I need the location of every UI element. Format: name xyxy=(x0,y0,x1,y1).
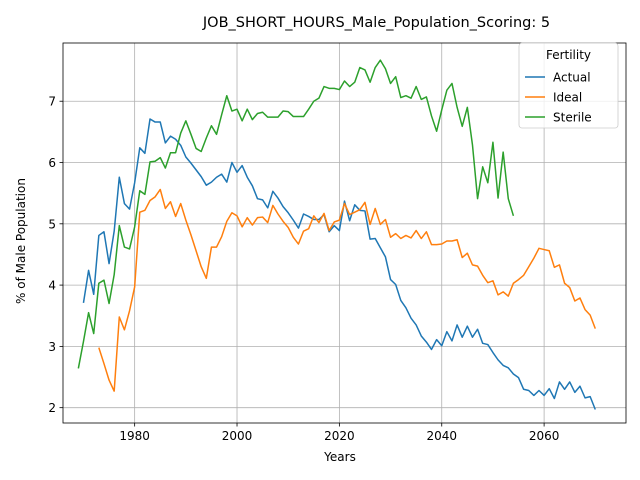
y-tick-label: 3 xyxy=(48,340,56,354)
chart-title: JOB_SHORT_HOURS_Male_Population_Scoring:… xyxy=(202,15,550,31)
y-tick-label: 4 xyxy=(48,279,56,293)
x-axis-label: Years xyxy=(323,450,356,464)
legend-title: Fertility xyxy=(546,48,591,62)
legend-label-ideal: Ideal xyxy=(553,91,582,105)
y-tick-label: 6 xyxy=(48,156,56,170)
x-tick-label: 2040 xyxy=(426,429,457,443)
x-tick-label: 2000 xyxy=(222,429,253,443)
plot-frame xyxy=(62,42,627,424)
x-axis-ticks: 1980 2000 2020 2040 2060 xyxy=(119,423,559,443)
x-tick-label: 2020 xyxy=(324,429,355,443)
legend-label-sterile: Sterile xyxy=(553,111,592,125)
y-axis-ticks: 2 3 4 5 6 7 xyxy=(48,95,63,415)
legend-label-actual: Actual xyxy=(553,71,591,85)
x-tick-label: 1980 xyxy=(119,429,150,443)
y-axis-label: % of Male Population xyxy=(14,178,28,304)
series-line-actual xyxy=(82,118,596,410)
x-tick-label: 2060 xyxy=(529,429,560,443)
y-tick-label: 2 xyxy=(48,401,56,415)
series-line-ideal xyxy=(98,188,596,392)
legend: Fertility Actual Ideal Sterile xyxy=(518,42,619,129)
y-tick-label: 5 xyxy=(48,217,56,231)
series-lines xyxy=(77,59,596,410)
y-tick-label: 7 xyxy=(48,95,56,109)
legend-items: Actual Ideal Sterile xyxy=(525,71,592,125)
series-line-sterile xyxy=(77,59,515,369)
legend-box xyxy=(518,42,619,129)
